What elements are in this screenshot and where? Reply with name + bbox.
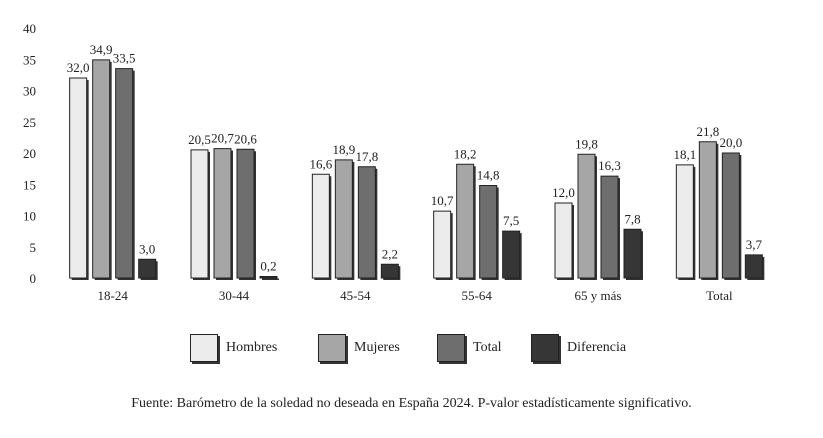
- data-label: 0,2: [260, 259, 276, 274]
- legend-label: Hombres: [226, 340, 278, 355]
- data-label: 19,8: [575, 136, 598, 151]
- bar-shadow: [262, 278, 279, 280]
- bar: [721, 152, 740, 279]
- data-label: 16,6: [309, 156, 332, 171]
- bar: [380, 263, 399, 279]
- bar: [456, 163, 475, 279]
- bar: [479, 185, 498, 279]
- bar: [334, 159, 353, 279]
- data-label: 3,7: [746, 237, 763, 252]
- x-tick-label: 30-44: [219, 288, 250, 303]
- data-label: 18,2: [454, 146, 477, 161]
- bar: [311, 173, 330, 279]
- data-label: 33,5: [113, 51, 136, 66]
- y-tick-label: 20: [23, 146, 36, 161]
- y-tick-label: 30: [23, 84, 36, 99]
- data-label: 20,5: [188, 132, 211, 147]
- bar: [433, 210, 452, 279]
- x-tick-label: 65 y más: [575, 288, 622, 303]
- y-tick-label: 15: [23, 177, 36, 192]
- bar-chart: 0 5 10 15 20 25 30 35 40 32,034,933,5 3,0 20,5 20,7…: [23, 21, 765, 303]
- data-label: 12,0: [552, 185, 575, 200]
- data-label: 32,0: [67, 60, 90, 75]
- legend-swatch: [531, 334, 559, 362]
- data-label: 17,8: [355, 149, 378, 164]
- bar: [138, 258, 157, 279]
- data-label: 3,0: [139, 241, 155, 256]
- data-label: 34,9: [90, 42, 113, 57]
- legend-label: Diferencia: [567, 340, 627, 355]
- y-tick-label: 5: [30, 240, 37, 255]
- bar: [115, 68, 134, 279]
- bar: [675, 164, 694, 279]
- data-label: 21,8: [696, 124, 719, 139]
- bar: [69, 77, 88, 279]
- data-label: 18,1: [673, 147, 696, 162]
- bars: 32,034,933,5 3,0 20,5 20,7 20,6 0,2 16,618,9 17…: [67, 42, 765, 280]
- legend-item: Diferencia: [531, 334, 626, 362]
- x-tick-label: 55-64: [461, 288, 492, 303]
- legend-item: Total: [437, 334, 502, 362]
- legend-swatch: [318, 334, 346, 362]
- bar: [357, 166, 376, 279]
- legend: Hombres Mujeres Total Diferencia: [0, 334, 823, 368]
- legend-swatch: [437, 334, 465, 362]
- y-tick-label: 10: [23, 209, 36, 224]
- bar: [259, 276, 278, 279]
- bar: [577, 153, 596, 279]
- bar: [600, 175, 619, 279]
- x-axis: 18-24 30-44 45-54 55-64 65 y más Total: [97, 288, 732, 303]
- data-label: 7,8: [624, 211, 640, 226]
- bar: [744, 254, 763, 279]
- x-tick-label: 18-24: [97, 288, 128, 303]
- y-tick-label: 25: [23, 115, 36, 130]
- legend-label: Total: [473, 340, 502, 355]
- bar: [698, 141, 717, 279]
- y-tick-label: 35: [23, 52, 36, 67]
- legend-swatch: [190, 334, 218, 362]
- data-label: 18,9: [332, 142, 355, 157]
- legend-item: Hombres: [190, 334, 277, 362]
- y-tick-label: 40: [23, 21, 36, 36]
- bar: [92, 59, 111, 279]
- bar: [190, 149, 209, 279]
- y-tick-label: 0: [30, 271, 37, 286]
- data-label: 16,3: [598, 158, 621, 173]
- legend-item: Mujeres: [318, 334, 400, 362]
- y-axis: 0 5 10 15 20 25 30 35 40: [23, 21, 36, 286]
- bar: [236, 148, 255, 279]
- source-note: Fuente: Barómetro de la soledad no desea…: [131, 396, 692, 411]
- data-label: 10,7: [431, 193, 454, 208]
- data-label: 7,5: [503, 213, 519, 228]
- data-label: 14,8: [477, 168, 500, 183]
- data-label: 20,6: [234, 131, 257, 146]
- data-label: 20,0: [719, 135, 742, 150]
- data-label: 2,2: [382, 246, 398, 261]
- bar: [502, 230, 521, 279]
- x-tick-label: 45-54: [340, 288, 371, 303]
- x-tick-label: Total: [706, 288, 733, 303]
- bar: [623, 228, 642, 279]
- bar: [213, 148, 232, 279]
- legend-label: Mujeres: [354, 340, 400, 355]
- bar: [554, 202, 573, 279]
- data-label: 20,7: [211, 131, 234, 146]
